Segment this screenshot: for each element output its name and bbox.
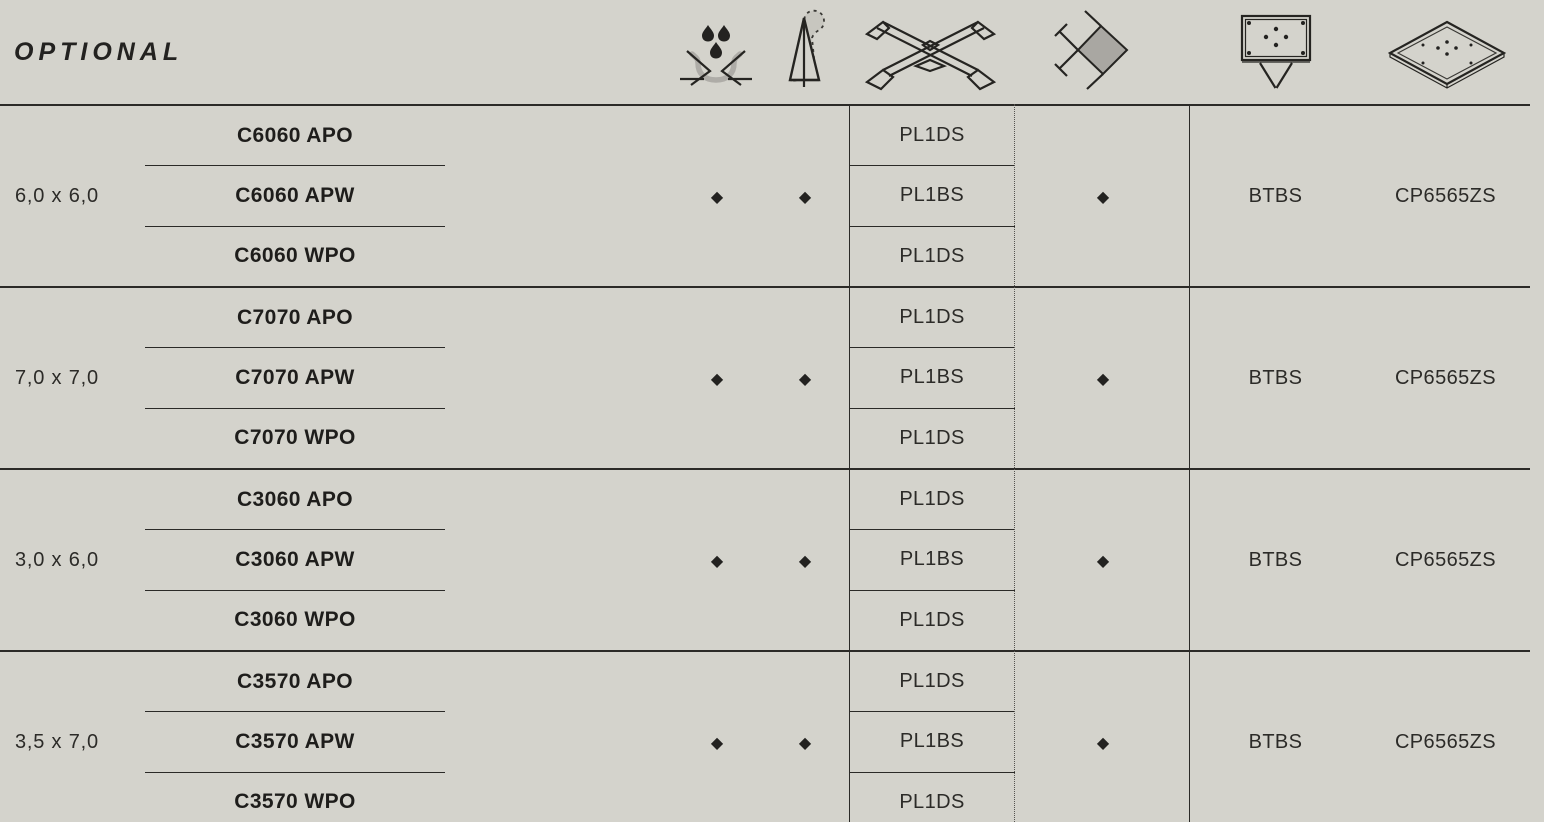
plate-code: CP6565ZS bbox=[1394, 184, 1497, 207]
cover-marker: ◆ bbox=[798, 732, 812, 752]
page-title: OPTIONAL bbox=[14, 38, 184, 66]
base-code: BTBS bbox=[1248, 366, 1303, 389]
protective-cover-icon bbox=[783, 8, 829, 92]
pole-option-code: PL1DS bbox=[899, 244, 965, 267]
model-name: C3570 APW bbox=[145, 712, 445, 773]
plate-code: CP6565ZS bbox=[1394, 730, 1497, 753]
model-list: C7070 APO C7070 APW C7070 WPO bbox=[145, 288, 445, 468]
base-code: BTBS bbox=[1248, 548, 1303, 571]
pole-option-code: PL1DS bbox=[899, 426, 965, 449]
model-name: C3570 APO bbox=[145, 652, 445, 713]
dimension-label: 3,5 x 7,0 bbox=[15, 730, 99, 753]
corner-marker: ◆ bbox=[1096, 186, 1110, 206]
corner-marker: ◆ bbox=[1096, 732, 1110, 752]
dimension-label: 7,0 x 7,0 bbox=[15, 366, 99, 389]
model-name: C3570 WPO bbox=[234, 790, 356, 814]
water-drainage-icon bbox=[678, 22, 754, 86]
pole-option-list: PL1DS PL1BS PL1DS bbox=[849, 106, 1015, 286]
pole-option-code: PL1DS bbox=[849, 470, 1015, 531]
plate-code: CP6565ZS bbox=[1394, 548, 1497, 571]
model-list: C6060 APO C6060 APW C6060 WPO bbox=[145, 106, 445, 286]
corner-marker: ◆ bbox=[1096, 368, 1110, 388]
model-name: C6060 APO bbox=[145, 106, 445, 167]
pole-option-code: PL1DS bbox=[899, 608, 965, 631]
pole-option-code: PL1DS bbox=[849, 288, 1015, 349]
base-column-left-rule bbox=[1189, 104, 1190, 822]
pole-option-code: PL1BS bbox=[849, 166, 1015, 227]
drainage-marker: ◆ bbox=[710, 550, 724, 570]
cover-marker: ◆ bbox=[798, 186, 812, 206]
model-list: C3060 APO C3060 APW C3060 WPO bbox=[145, 470, 445, 650]
pole-option-code: PL1BS bbox=[849, 530, 1015, 591]
dimension-label: 6,0 x 6,0 bbox=[15, 184, 99, 207]
ground-anchor-icon bbox=[1238, 10, 1314, 90]
size-group-6060: 6,0 x 6,0 C6060 APO C6060 APW C6060 WPO … bbox=[0, 104, 1530, 286]
model-name: C3060 APO bbox=[145, 470, 445, 531]
base-code: BTBS bbox=[1248, 184, 1303, 207]
pole-option-code: PL1DS bbox=[849, 652, 1015, 713]
base-plate-icon bbox=[1388, 20, 1506, 92]
drainage-marker: ◆ bbox=[710, 368, 724, 388]
model-name: C7070 APO bbox=[145, 288, 445, 349]
model-name: C6060 APW bbox=[145, 166, 445, 227]
pole-option-code: PL1DS bbox=[899, 790, 965, 813]
pole-option-list: PL1DS PL1BS PL1DS bbox=[849, 470, 1015, 650]
pole-option-code: PL1DS bbox=[849, 106, 1015, 167]
pole-option-list: PL1DS PL1BS PL1DS bbox=[849, 652, 1015, 822]
drainage-marker: ◆ bbox=[710, 732, 724, 752]
model-name: C3060 WPO bbox=[234, 608, 356, 632]
size-group-3060: 3,0 x 6,0 C3060 APO C3060 APW C3060 WPO … bbox=[0, 468, 1530, 650]
model-name: C7070 APW bbox=[145, 348, 445, 409]
base-code: BTBS bbox=[1248, 730, 1303, 753]
size-group-7070: 7,0 x 7,0 C7070 APO C7070 APW C7070 WPO … bbox=[0, 286, 1530, 468]
model-name: C6060 WPO bbox=[234, 244, 356, 268]
cross-bracket-icon bbox=[863, 8, 998, 93]
pole-column-dotted-rule bbox=[1014, 104, 1015, 822]
model-name: C7070 WPO bbox=[234, 426, 356, 450]
pole-option-code: PL1BS bbox=[849, 712, 1015, 773]
cover-marker: ◆ bbox=[798, 368, 812, 388]
size-group-3570: 3,5 x 7,0 C3570 APO C3570 APW C3570 WPO … bbox=[0, 650, 1530, 822]
pole-option-list: PL1DS PL1BS PL1DS bbox=[849, 288, 1015, 468]
accessory-table: 6,0 x 6,0 C6060 APO C6060 APW C6060 WPO … bbox=[0, 104, 1530, 822]
dimension-label: 3,0 x 6,0 bbox=[15, 548, 99, 571]
pole-option-code: PL1BS bbox=[849, 348, 1015, 409]
plate-code: CP6565ZS bbox=[1394, 366, 1497, 389]
drainage-marker: ◆ bbox=[710, 186, 724, 206]
corner-marker: ◆ bbox=[1096, 550, 1110, 570]
pole-column-left-rule bbox=[849, 104, 850, 822]
cover-marker: ◆ bbox=[798, 550, 812, 570]
model-list: C3570 APO C3570 APW C3570 WPO bbox=[145, 652, 445, 822]
corner-bracket-icon bbox=[1054, 10, 1136, 90]
model-name: C3060 APW bbox=[145, 530, 445, 591]
